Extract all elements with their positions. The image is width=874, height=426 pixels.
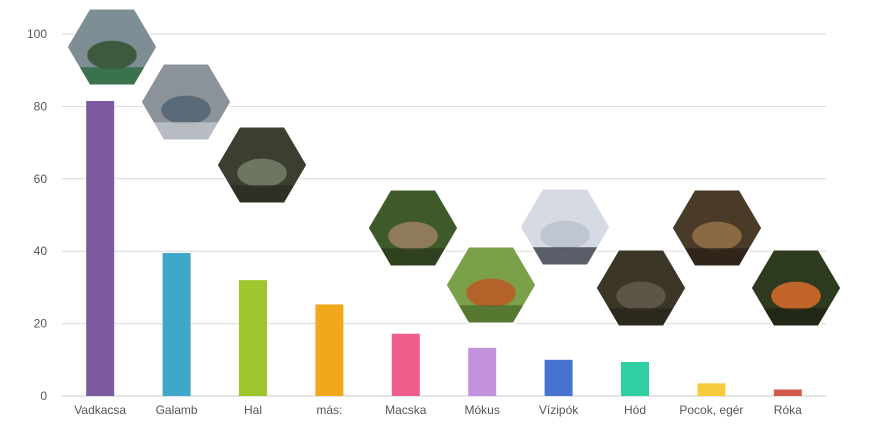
x-category-label: Macska bbox=[385, 403, 427, 417]
catfish-photo-icon bbox=[216, 126, 308, 204]
pigeon-photo-icon bbox=[140, 63, 232, 141]
bar bbox=[239, 280, 267, 396]
y-tick-label: 40 bbox=[34, 244, 48, 258]
x-category-label: Hal bbox=[244, 403, 262, 417]
red-squirrel-photo-icon bbox=[445, 246, 537, 324]
y-tick-label: 100 bbox=[27, 27, 47, 41]
y-axis-ticks: 0 20 40 60 80 100 bbox=[27, 27, 47, 403]
x-axis-labels: Vadkacsa Galamb Hal más: Macska Mókus Vízipók H… bbox=[74, 403, 802, 417]
bar bbox=[621, 361, 649, 396]
y-tick-label: 0 bbox=[40, 389, 47, 403]
y-tick-label: 80 bbox=[34, 99, 48, 113]
vole-photo-icon bbox=[671, 189, 763, 267]
animal-photos bbox=[66, 8, 842, 327]
bar bbox=[391, 333, 420, 396]
x-category-label: Pocok, egér bbox=[679, 403, 743, 417]
x-category-label: Galamb bbox=[156, 403, 198, 417]
x-category-label: más: bbox=[316, 403, 342, 417]
x-category-label: Hód bbox=[624, 403, 646, 417]
x-category-label: Vízipók bbox=[539, 403, 579, 417]
bar bbox=[697, 383, 726, 396]
bars bbox=[86, 100, 802, 396]
bar bbox=[162, 253, 191, 396]
water-strider-photo-icon bbox=[519, 188, 611, 266]
wildcat-photo-icon bbox=[367, 189, 459, 267]
mallard-duck-photo-icon bbox=[66, 8, 158, 86]
bar bbox=[86, 100, 115, 396]
bar bbox=[468, 347, 497, 396]
x-category-label: Vadkacsa bbox=[74, 403, 126, 417]
bar bbox=[315, 304, 344, 396]
bar bbox=[544, 359, 573, 396]
y-tick-label: 20 bbox=[34, 317, 48, 331]
red-fox-photo-icon bbox=[750, 249, 842, 327]
y-tick-label: 60 bbox=[34, 172, 48, 186]
beaver-photo-icon bbox=[595, 249, 687, 327]
x-category-label: Mókus bbox=[465, 403, 500, 417]
bar bbox=[773, 389, 802, 396]
x-category-label: Róka bbox=[774, 403, 802, 417]
